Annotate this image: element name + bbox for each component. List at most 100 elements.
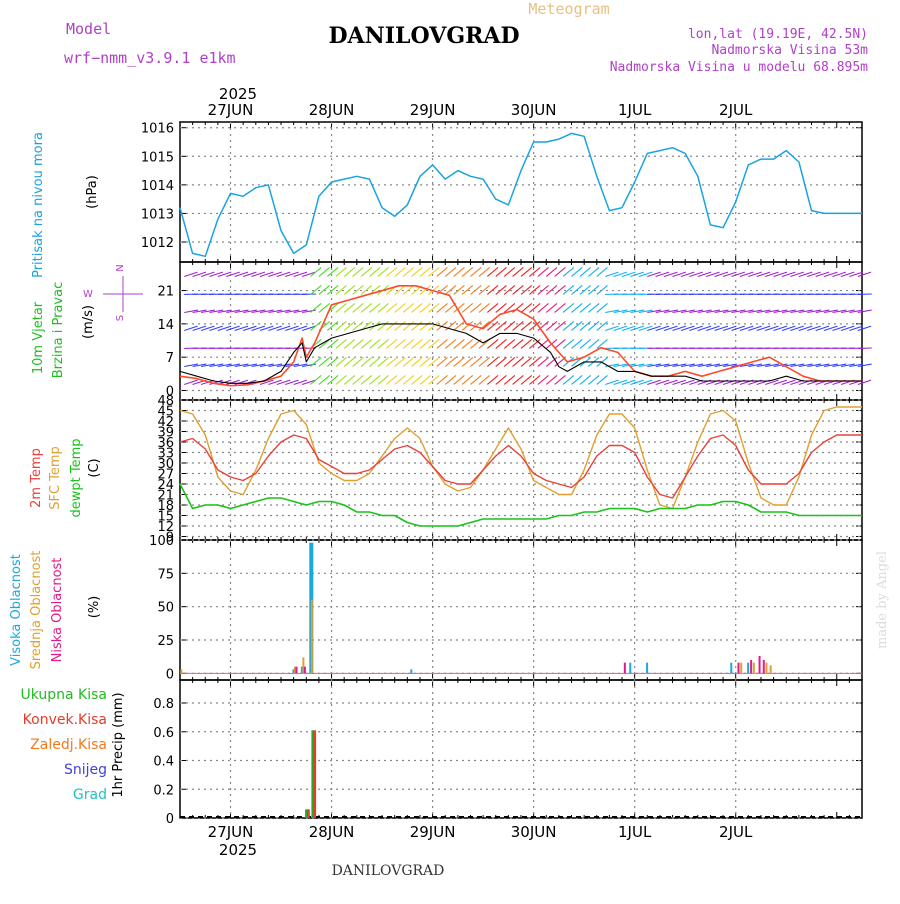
wind-arrow <box>521 339 532 348</box>
compass-arrows-icon <box>103 276 143 312</box>
cloud-bar <box>759 656 761 673</box>
wind-arrow <box>369 303 380 312</box>
wind-arrow <box>580 303 591 312</box>
cloud-ylabel-3: Niska Oblacnost <box>50 558 65 663</box>
cloud-bar <box>740 663 742 674</box>
wind-arrow <box>597 285 608 294</box>
wind-arrow <box>521 321 532 330</box>
wind-arrow <box>420 375 431 384</box>
wind-arrow <box>454 375 465 384</box>
wind-arrow <box>496 303 507 312</box>
wind-arrow <box>395 321 406 330</box>
y-tick-label: 1016 <box>141 122 174 137</box>
wind-arrow <box>496 267 507 276</box>
wind-arrow <box>479 321 490 330</box>
precip-bar <box>314 730 317 818</box>
wind-arrow <box>529 357 540 366</box>
wind-arrow <box>353 357 364 366</box>
wind-arrow <box>521 357 532 366</box>
wind-arrow <box>597 375 608 384</box>
wind-arrow <box>588 303 599 312</box>
wind-arrow <box>378 303 389 312</box>
wind-unit: (m/s) <box>81 305 96 339</box>
y-tick-label: 0.4 <box>153 755 174 770</box>
wind-arrow <box>563 267 574 276</box>
day-label-bottom: 30JUN <box>511 823 557 841</box>
wind-arrow <box>327 321 338 330</box>
y-tick-label: 1013 <box>141 207 174 222</box>
compass-s: S <box>115 315 126 321</box>
wind-arrow <box>521 267 532 276</box>
wind-arrow <box>420 357 431 366</box>
wind-arrow <box>386 357 397 366</box>
wind-arrow <box>479 267 490 276</box>
wind-arrow <box>487 375 498 384</box>
wind-arrow <box>420 267 431 276</box>
wind-arrow <box>386 375 397 384</box>
wind-arrow <box>344 375 355 384</box>
pressure-ylabel: Pritisak na nivou mora <box>31 132 46 278</box>
wind-arrow <box>454 339 465 348</box>
precip-legend-freezing: Zaledj.Kisa <box>30 737 107 753</box>
model-label: Model <box>66 20 111 38</box>
coords-label: lon,lat (19.19E, 42.5N) <box>688 27 868 42</box>
cloud-ylabel-1: Visoka Oblacnost <box>9 554 24 666</box>
wind-arrow <box>353 375 364 384</box>
wind-arrow <box>361 357 372 366</box>
wind-arrow <box>378 339 389 348</box>
day-label-top: 28JUN <box>309 101 355 119</box>
cloud-ylabel-2: Srednja Oblacnost <box>29 551 44 670</box>
wind-arrow <box>412 357 423 366</box>
wind-arrow <box>470 267 481 276</box>
wind-arrow <box>487 357 498 366</box>
wind-arrow <box>479 375 490 384</box>
wind-arrow <box>420 321 431 330</box>
wind-arrow <box>454 267 465 276</box>
wind-arrow <box>336 303 347 312</box>
cloud-bar <box>747 663 749 674</box>
model-name: wrf−nmm_v3.9.1 e1km <box>64 49 236 67</box>
wind-arrow <box>546 375 557 384</box>
wind-arrow <box>454 357 465 366</box>
wind-arrow <box>597 303 608 312</box>
wind-arrow <box>344 339 355 348</box>
wind-arrow <box>563 375 574 384</box>
temp-ylabel-1: 2m Temp <box>29 448 44 508</box>
wind-arrow <box>513 285 524 294</box>
wind-arrow <box>513 267 524 276</box>
wind-arrow <box>403 303 414 312</box>
y-tick-label: 0.6 <box>153 726 174 741</box>
wind-arrow <box>412 267 423 276</box>
wind-arrow <box>504 321 515 330</box>
wind-arrow <box>555 285 566 294</box>
wind-arrow <box>428 357 439 366</box>
y-tick-label: 7 <box>166 351 174 366</box>
wind-arrow <box>555 303 566 312</box>
wind-arrow <box>336 339 347 348</box>
wind-arrow <box>588 321 599 330</box>
wind-arrow <box>395 267 406 276</box>
cloud-bar <box>763 660 765 673</box>
wind-arrow <box>386 339 397 348</box>
wind-arrow <box>369 375 380 384</box>
wind-arrow <box>353 267 364 276</box>
wind-arrow <box>344 321 355 330</box>
wind-arrow <box>445 339 456 348</box>
day-label-bottom: 1JUL <box>618 823 652 841</box>
wind-arrow <box>597 321 608 330</box>
wind-arrow <box>311 357 322 366</box>
wind-arrow <box>538 303 549 312</box>
cloud-bar <box>730 663 732 674</box>
wind-arrow <box>369 267 380 276</box>
wind-arrow <box>344 267 355 276</box>
wind-arrow <box>327 339 338 348</box>
wind-arrow <box>555 267 566 276</box>
cloud-bar <box>765 663 767 674</box>
wind-arrow <box>487 303 498 312</box>
wind-arrow <box>572 339 583 348</box>
cloud-bar <box>770 665 772 673</box>
wind-arrow <box>395 303 406 312</box>
wind-arrow <box>572 321 583 330</box>
wind-arrow <box>311 375 322 384</box>
